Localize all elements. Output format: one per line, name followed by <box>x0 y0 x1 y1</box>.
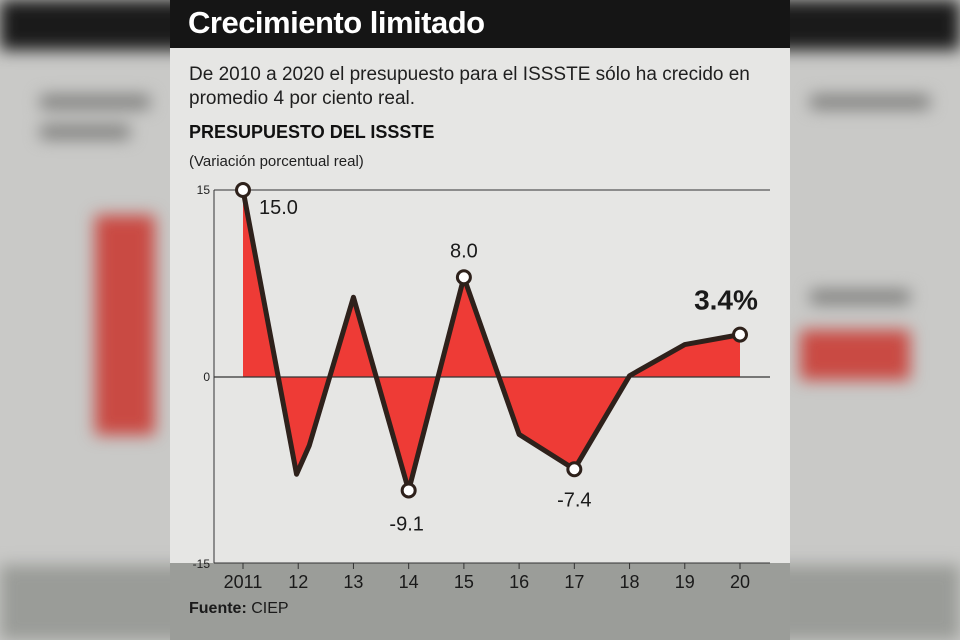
backdrop-text-smudge <box>40 95 150 109</box>
backdrop-text-smudge <box>810 95 930 109</box>
source-value: CIEP <box>251 600 289 617</box>
subtitle: De 2010 a 2020 el presupuesto para el IS… <box>189 64 750 109</box>
area-fill <box>243 190 740 491</box>
data-label: -9.1 <box>389 513 423 535</box>
footer-band <box>170 563 790 640</box>
infographic-card: Crecimiento limitado De 2010 a 2020 el p… <box>170 0 790 640</box>
data-label: 8.0 <box>450 240 478 262</box>
title-bar: Crecimiento limitado <box>170 0 790 48</box>
x-tick-label: 14 <box>399 572 419 592</box>
series-line <box>240 187 743 493</box>
backdrop-text-smudge <box>810 290 910 304</box>
chart-title: PRESUPUESTO DEL ISSSTE <box>189 122 435 142</box>
x-tick-label: 18 <box>620 572 640 592</box>
data-label: 3.4% <box>694 285 758 316</box>
y-tick-label: 15 <box>197 183 211 197</box>
x-tick-label: 16 <box>509 572 529 592</box>
x-tick-label: 17 <box>564 572 584 592</box>
x-tick-label: 2011 <box>224 572 263 592</box>
line-chart: 15 0 -15 2011 12 13 14 15 16 17 18 19 20 15.0 -9.1 8.0 -… <box>193 182 770 592</box>
backdrop-red-shape <box>800 330 910 380</box>
x-tick-label: 13 <box>343 572 363 592</box>
y-tick-label: -15 <box>193 557 211 571</box>
data-point-marker <box>732 326 748 343</box>
data-point-marker <box>566 461 583 478</box>
data-label: -7.4 <box>557 489 591 511</box>
backdrop-text-smudge <box>40 125 130 139</box>
data-point-marker <box>400 482 417 499</box>
x-tick-label: 15 <box>454 572 474 592</box>
x-tick-label: 20 <box>730 572 750 592</box>
data-point-marker <box>235 182 251 198</box>
x-tick-label: 12 <box>288 572 308 592</box>
data-point-marker <box>455 269 472 286</box>
x-tick-label: 19 <box>675 572 695 592</box>
chart-unit-label: (Variación porcentual real) <box>189 153 364 170</box>
source-line: Fuente: CIEP <box>189 600 289 618</box>
source-label: Fuente: <box>189 600 247 617</box>
backdrop-red-shape <box>95 215 155 435</box>
data-label: 15.0 <box>259 197 298 219</box>
y-tick-label: 0 <box>203 370 210 384</box>
page-title: Crecimiento limitado <box>188 5 485 40</box>
